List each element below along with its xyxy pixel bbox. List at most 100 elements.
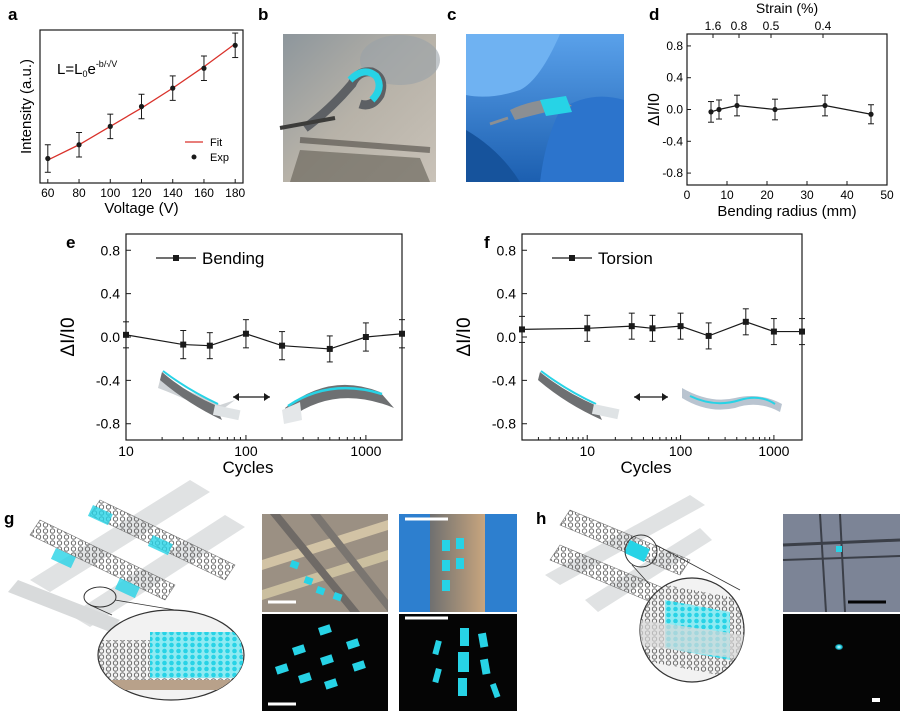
y-tick-label: -0.8 <box>96 416 120 432</box>
x-tick-label: 50 <box>880 188 894 202</box>
data-point <box>822 102 828 109</box>
data-point <box>399 330 405 337</box>
x-tick-label: 80 <box>72 186 86 200</box>
x-tick-label: 140 <box>163 186 183 200</box>
legend-swatch-marker <box>173 255 179 261</box>
illustration-single-pixel <box>545 495 745 683</box>
data-point <box>123 331 129 338</box>
photo-wrist-array-dark <box>399 614 517 711</box>
data-point <box>649 325 656 332</box>
data-point <box>772 106 778 113</box>
data-point <box>734 102 740 109</box>
y-tick-label: 0.4 <box>497 286 517 302</box>
legend-exp-swatch <box>191 154 197 160</box>
x-axis-label: Voltage (V) <box>104 200 178 217</box>
top-x-tick-label: 0.4 <box>815 19 832 33</box>
data-point <box>868 111 874 117</box>
illustration-bending-flat <box>158 370 241 421</box>
illustration-torsion-twisted <box>682 388 782 412</box>
x-tick-label: 100 <box>100 186 120 200</box>
x-tick-label: 0 <box>684 188 691 202</box>
data-point <box>742 318 749 325</box>
data-point <box>677 323 684 330</box>
x-axis-label: Cycles <box>620 458 671 477</box>
chart-bending-radius: 0 10 20 30 40 50 -0.8 -0.4 0.0 0.4 0.8 1.6 0.8 0.5 0.4… <box>646 0 894 220</box>
illustration-woven-array <box>8 480 245 701</box>
data-point <box>799 328 805 335</box>
y-tick-label: -0.8 <box>492 416 516 432</box>
panel-label-b: b <box>258 5 268 24</box>
x-tick-label: 160 <box>194 186 214 200</box>
top-x-axis-label: Strain (%) <box>756 0 818 16</box>
photo-wrist-array-daylight <box>399 514 517 612</box>
panel-label-h: h <box>536 509 546 528</box>
data-point <box>279 342 286 349</box>
chart-bending-cycles: 10 100 1000 -0.8 -0.4 0.0 0.4 0.8 Cycles ΔI/I0 Ben… <box>58 233 405 477</box>
data-point <box>628 323 635 330</box>
illustration-bending-arch <box>282 384 394 424</box>
y-tick-label: 0.8 <box>497 242 517 258</box>
exp-data-point <box>76 142 82 148</box>
photo-woven-array-dark <box>262 614 388 711</box>
panel-label-d: d <box>649 5 659 24</box>
x-tick-label: 10 <box>720 188 734 202</box>
y-axis-label: Intensity (a.u.) <box>18 59 35 154</box>
photo-woven-array-daylight <box>262 514 388 612</box>
data-point <box>519 326 525 333</box>
data-point <box>584 325 591 332</box>
data-point <box>770 328 777 335</box>
legend-label: Bending <box>202 249 264 268</box>
data-point <box>708 109 714 115</box>
x-axis-label: Bending radius (mm) <box>717 203 856 220</box>
x-tick-label: 20 <box>760 188 774 202</box>
x-tick-label: 1000 <box>350 443 381 459</box>
double-arrow-icon <box>233 393 270 401</box>
x-tick-label: 10 <box>579 443 595 459</box>
double-arrow-icon <box>634 393 668 401</box>
chart-torsion-cycles: 10 100 1000 -0.8 -0.4 0.0 0.4 0.8 Cycles ΔI/I0 Tor… <box>454 233 805 477</box>
legend-swatch-marker <box>569 255 575 261</box>
x-tick-label: 1000 <box>758 443 789 459</box>
data-point <box>362 334 369 340</box>
y-axis-label: ΔI/I0 <box>646 93 663 126</box>
y-tick-label: 0.8 <box>666 39 683 53</box>
photo-device-bent <box>279 34 440 182</box>
panel-label-e: e <box>66 233 75 252</box>
panel-label-f: f <box>484 233 490 252</box>
data-point <box>206 342 213 349</box>
x-tick-label: 120 <box>131 186 151 200</box>
exp-data-point <box>170 85 176 91</box>
x-tick-label: 60 <box>41 186 55 200</box>
y-tick-label: -0.8 <box>662 166 683 180</box>
x-tick-label: 40 <box>840 188 854 202</box>
y-axis-label: ΔI/I0 <box>58 317 79 356</box>
x-tick-label: 100 <box>669 443 693 459</box>
photo-device-twisted <box>466 34 624 182</box>
illustration-torsion-flat <box>538 370 620 420</box>
panel-label-c: c <box>447 5 456 24</box>
x-tick-label: 180 <box>225 186 245 200</box>
y-tick-label: 0.4 <box>666 71 683 85</box>
y-axis-label: ΔI/I0 <box>454 317 475 356</box>
top-x-tick-label: 0.5 <box>763 19 780 33</box>
data-point <box>705 332 712 339</box>
formula-annotation: L=L0e-b/√V <box>57 59 117 79</box>
y-tick-label: -0.4 <box>492 372 516 388</box>
y-tick-label: 0.0 <box>666 103 683 117</box>
top-x-tick-label: 0.8 <box>731 19 748 33</box>
y-tick-label: -0.4 <box>662 134 683 148</box>
legend-label: Torsion <box>598 249 653 268</box>
x-tick-label: 100 <box>234 443 258 459</box>
series-line <box>125 333 403 350</box>
x-tick-label: 30 <box>800 188 814 202</box>
exp-data-point <box>45 155 51 162</box>
y-tick-label: 0.0 <box>497 329 517 345</box>
data-point <box>242 330 249 337</box>
x-axis-label: Cycles <box>222 458 273 477</box>
y-tick-label: 0.4 <box>101 286 121 302</box>
y-tick-label: -0.4 <box>96 372 120 388</box>
y-tick-label: 0.8 <box>101 242 121 258</box>
y-tick-label: 0.0 <box>101 329 121 345</box>
data-point <box>180 341 187 348</box>
